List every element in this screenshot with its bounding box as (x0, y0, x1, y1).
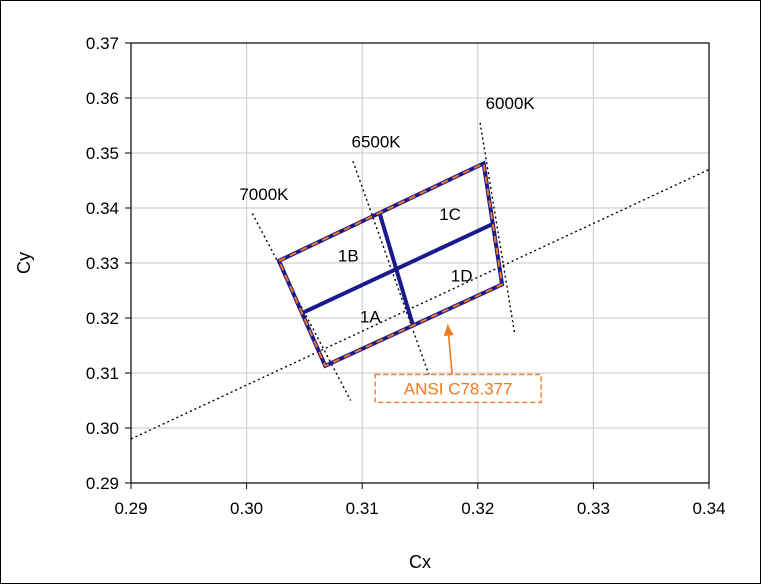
isotherm-label-6000K: 6000K (486, 94, 536, 113)
isotherm-line-7000K (251, 213, 352, 401)
x-tick-label: 0.30 (230, 499, 263, 518)
y-tick-label: 0.34 (86, 199, 119, 218)
plot-content (131, 122, 709, 440)
y-tick-label: 0.31 (86, 364, 119, 383)
chart-labels: 7000K 6500K 6000K 1A 1B 1C 1D ANSI C78.377 (239, 94, 542, 404)
y-axis-title: Cy (14, 252, 34, 274)
isotherm-label-7000K: 7000K (239, 185, 289, 204)
annotation-arrowhead (443, 324, 454, 336)
bin-label-1C: 1C (439, 205, 461, 224)
y-tick-label: 0.29 (86, 474, 119, 493)
y-tick-label: 0.36 (86, 89, 119, 108)
bin-label-1A: 1A (360, 307, 381, 326)
isotherm-label-6500K: 6500K (351, 133, 401, 152)
bin-label-1D: 1D (451, 267, 473, 286)
y-tick-label: 0.30 (86, 419, 119, 438)
x-tick-label: 0.33 (577, 499, 610, 518)
x-tick-label: 0.29 (114, 499, 147, 518)
x-axis-title: Cx (409, 552, 431, 572)
bin-divider-2 (377, 212, 415, 327)
y-tick-label: 0.37 (86, 34, 119, 53)
grid (131, 43, 709, 483)
x-tick-label: 0.31 (346, 499, 379, 518)
x-tick-label: 0.34 (692, 499, 725, 518)
y-tick-label: 0.33 (86, 254, 119, 273)
x-axis: 0.29 0.30 0.31 0.32 0.33 0.34 (114, 483, 726, 518)
planckian-locus-line (131, 168, 709, 440)
y-tick-label: 0.35 (86, 144, 119, 163)
ansi-quadrangle (277, 161, 504, 368)
bin-label-1B: 1B (338, 246, 359, 265)
x-tick-label: 0.32 (461, 499, 494, 518)
y-tick-label: 0.32 (86, 309, 119, 328)
annotation-box (374, 373, 542, 404)
annotation-label: ANSI C78.377 (404, 379, 513, 398)
y-axis: 0.29 0.30 0.31 0.32 0.33 0.34 0.35 0.36 0.37 (86, 34, 131, 493)
isotherm-line-6000K (479, 122, 516, 335)
